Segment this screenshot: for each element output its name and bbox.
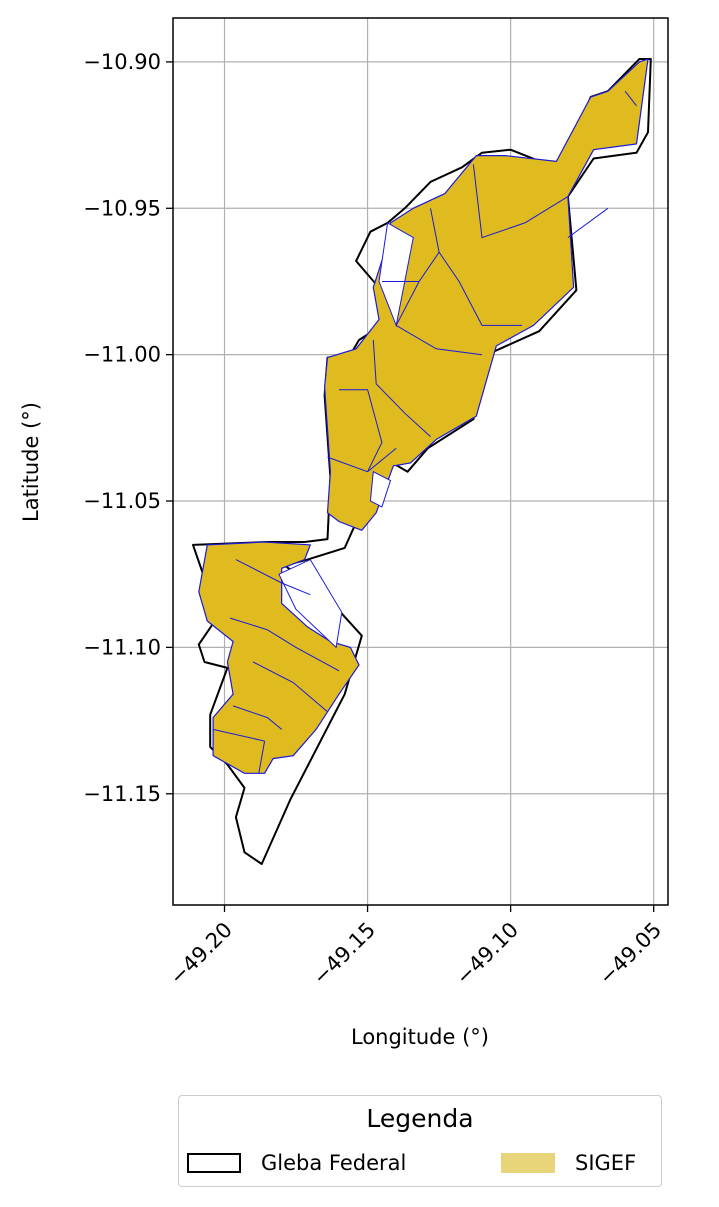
sigef-gap bbox=[278, 558, 343, 649]
x-tick-label: −49.15 bbox=[308, 918, 380, 990]
parcel-boundary-line bbox=[395, 281, 483, 356]
legend-item-gleba-federal: Gleba Federal bbox=[187, 1150, 406, 1176]
gleba-federal-layer bbox=[192, 58, 652, 865]
parcel-boundary-line bbox=[567, 207, 609, 239]
parcel-boundary-line bbox=[235, 559, 311, 596]
parcel-boundary-line bbox=[438, 251, 523, 326]
y-axis-label: Latitude (°) bbox=[19, 402, 43, 522]
x-tick-label: −49.20 bbox=[165, 918, 237, 990]
legend: Legenda Gleba Federal SIGEF bbox=[178, 1095, 662, 1187]
legend-swatch-outline bbox=[187, 1153, 241, 1173]
x-tick-label: −49.10 bbox=[451, 918, 523, 990]
plot-frame bbox=[172, 17, 669, 906]
legend-title: Legenda bbox=[366, 1104, 474, 1133]
parcel-boundary-line bbox=[339, 389, 383, 472]
parcel-boundary-line bbox=[252, 661, 328, 713]
x-axis-label: Longitude (°) bbox=[351, 1025, 489, 1049]
parcel-boundary-line bbox=[372, 339, 431, 437]
parcel-boundary-line bbox=[624, 90, 637, 107]
parcel-boundary-line bbox=[472, 164, 526, 239]
x-tick-label: −49.05 bbox=[594, 918, 666, 990]
parcel-boundary-line bbox=[381, 208, 440, 282]
legend-label-sigef: SIGEF bbox=[575, 1151, 637, 1175]
gleba-federal-boundary bbox=[192, 58, 652, 865]
y-tick-label: −11.15 bbox=[83, 782, 161, 806]
y-tick-label: −11.00 bbox=[83, 343, 161, 367]
axis-ticks: −49.20 −49.15 −49.10 −49.05 −10.90 −10.95 −11.… bbox=[83, 50, 666, 990]
y-tick-label: −10.90 bbox=[83, 50, 161, 74]
legend-label-gleba-federal: Gleba Federal bbox=[261, 1151, 407, 1175]
parcel-boundary-line bbox=[327, 447, 397, 473]
legend-swatch-fill bbox=[501, 1153, 555, 1173]
sigef-gap bbox=[369, 470, 392, 508]
y-tick-label: −11.10 bbox=[83, 635, 161, 659]
sigef-parcel-area bbox=[323, 58, 649, 532]
sigef-parcel-boundaries bbox=[212, 90, 637, 774]
parcel-boundary-line bbox=[212, 728, 265, 742]
y-tick-label: −10.95 bbox=[83, 196, 161, 220]
sigef-layer bbox=[198, 58, 649, 774]
sigef-gap bbox=[378, 222, 414, 328]
parcel-boundary-line bbox=[524, 196, 569, 224]
parcel-boundary-line bbox=[230, 617, 340, 672]
parcel-boundary-line bbox=[232, 705, 283, 730]
parcel-boundary-line bbox=[258, 741, 266, 774]
y-tick-label: −11.05 bbox=[83, 489, 161, 513]
sigef-parcel-area bbox=[198, 541, 360, 774]
legend-item-sigef: SIGEF bbox=[501, 1150, 636, 1176]
